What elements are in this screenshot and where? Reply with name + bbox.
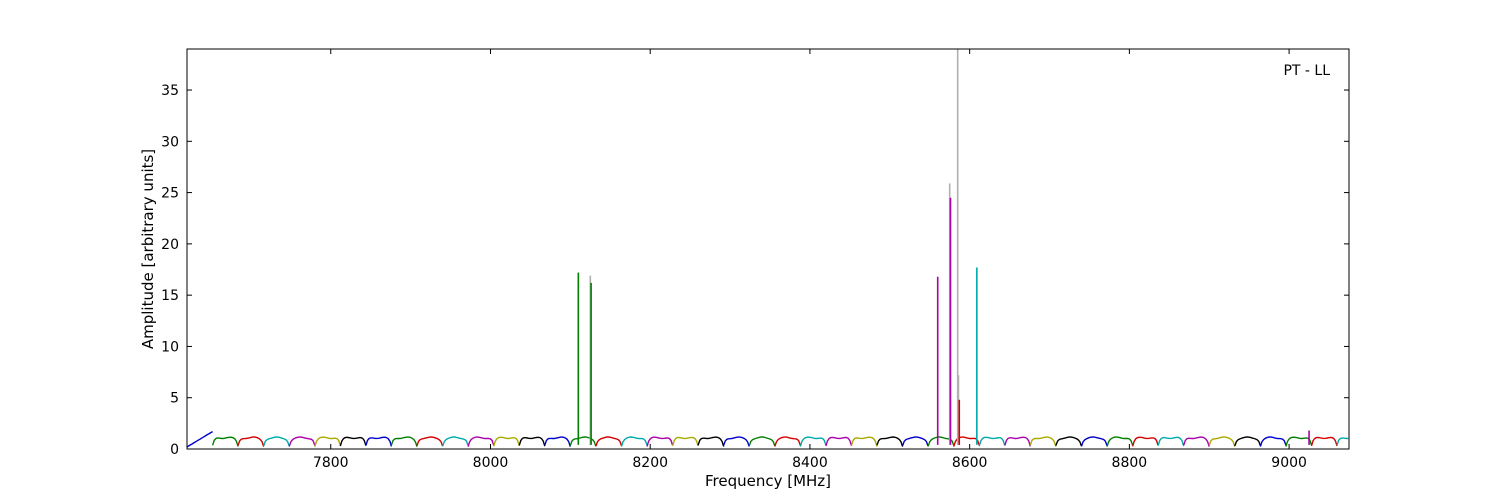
channel-trace-31	[978, 436, 1006, 447]
channel-trace-15	[569, 436, 597, 447]
channel-trace-42	[1259, 436, 1287, 447]
y-tick-label-0: 0	[170, 442, 179, 458]
y-tick-label-7: 35	[161, 83, 179, 99]
channel-trace-33	[1029, 436, 1057, 447]
x-tick-label-0: 7800	[313, 455, 349, 471]
series-layer	[186, 430, 1349, 448]
channel-trace-35	[1080, 436, 1108, 447]
channel-trace-24	[799, 436, 827, 447]
channel-trace-13	[518, 436, 546, 447]
channel-trace-39	[1183, 436, 1210, 447]
plot-frame	[186, 48, 1350, 450]
channel-trace-25	[825, 436, 853, 447]
y-tick-label-6: 30	[161, 134, 179, 150]
channel-trace-5	[314, 436, 341, 447]
y-tick-label-2: 10	[161, 339, 179, 355]
x-tick-label-2: 8200	[632, 455, 668, 471]
channel-trace-12	[493, 436, 520, 447]
channel-trace-3	[263, 436, 290, 447]
channel-trace-45	[1336, 437, 1349, 446]
x-tick-label-5: 8800	[1112, 455, 1148, 471]
channel-trace-16	[595, 436, 623, 447]
channel-trace-36	[1106, 436, 1134, 447]
channel-trace-9	[416, 436, 444, 447]
channel-trace-18	[646, 436, 674, 447]
x-tick-label-3: 8400	[792, 455, 828, 471]
channel-trace-19	[671, 436, 699, 447]
y-tick-label-1: 5	[170, 391, 179, 407]
channel-trace-40	[1208, 436, 1236, 447]
channel-trace-4	[288, 436, 316, 447]
tick-layer: 7800 8000 8200 8400 8600 8800 9000 0 5 10 15 20 25 30…	[161, 49, 1349, 471]
channel-trace-2	[237, 436, 265, 447]
channel-trace-23	[774, 436, 801, 447]
channel-trace-11	[467, 436, 495, 447]
y-tick-label-4: 20	[161, 237, 179, 253]
channel-trace-7	[365, 436, 393, 447]
channel-trace-37	[1131, 436, 1159, 447]
channel-trace-1	[211, 436, 239, 447]
channel-trace-0	[186, 430, 213, 448]
x-tick-label-6: 9000	[1271, 455, 1307, 471]
channel-trace-14	[544, 436, 571, 447]
channel-trace-20	[697, 436, 725, 447]
channel-trace-10	[441, 436, 469, 447]
channel-trace-32	[1004, 436, 1031, 447]
y-tick-label-3: 15	[161, 288, 179, 304]
channel-trace-28	[901, 436, 929, 447]
channel-trace-41	[1234, 436, 1262, 447]
channel-trace-17	[620, 436, 648, 447]
channel-trace-43	[1285, 436, 1313, 447]
x-axis-label: Frequency [MHz]	[705, 472, 831, 490]
channel-trace-6	[339, 436, 367, 447]
channel-trace-8	[390, 436, 418, 447]
y-tick-label-5: 25	[161, 186, 179, 202]
channel-trace-26	[850, 436, 878, 447]
channel-trace-38	[1157, 436, 1185, 447]
x-tick-label-1: 8000	[473, 455, 509, 471]
x-tick-label-4: 8600	[952, 455, 988, 471]
channel-trace-22	[748, 436, 776, 447]
y-axis-label: Amplitude [arbitrary units]	[139, 149, 157, 349]
channel-trace-34	[1055, 436, 1083, 447]
channel-trace-44	[1310, 436, 1338, 447]
chart-annotation: PT - LL	[1283, 63, 1330, 79]
channel-trace-27	[876, 436, 904, 447]
channel-trace-21	[723, 436, 750, 447]
spike-layer	[577, 49, 1310, 445]
